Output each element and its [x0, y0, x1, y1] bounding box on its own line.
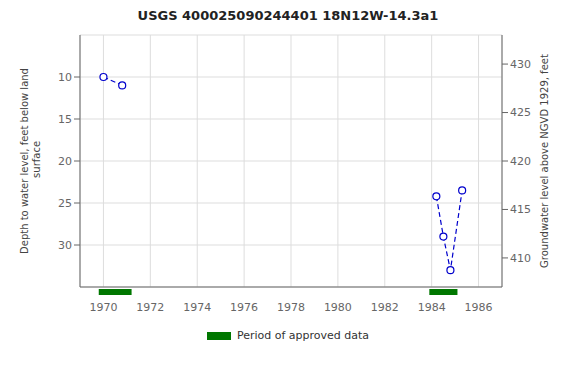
svg-text:1982: 1982 [371, 301, 399, 314]
svg-text:1980: 1980 [324, 301, 352, 314]
svg-text:425: 425 [510, 106, 531, 119]
html-text:Period of approved data: Period of approved data [236, 329, 370, 342]
svg-text:1978: 1978 [277, 301, 305, 314]
svg-text:1974: 1974 [183, 301, 211, 314]
svg-text:10: 10 [58, 71, 72, 84]
svg-text:430: 430 [510, 58, 531, 71]
svg-text:30: 30 [58, 239, 72, 252]
svg-text:Groundwater level above NGVD 1: Groundwater level above NGVD 1929, feet [539, 54, 550, 268]
svg-text:1970: 1970 [89, 301, 117, 314]
svg-text:1984: 1984 [418, 301, 446, 314]
svg-text:420: 420 [510, 155, 531, 168]
svg-text:Depth to water level, feet bel: Depth to water level, feet below land su… [19, 68, 42, 254]
svg-text:25: 25 [58, 197, 72, 210]
svg-text:20: 20 [58, 155, 72, 168]
html-text:USGS 400025090244401 18N12W-14: USGS 400025090244401 18N12W-14.3a1 [137, 8, 439, 23]
svg-text:15: 15 [58, 113, 72, 126]
svg-text:1986: 1986 [465, 301, 493, 314]
svg-text:410: 410 [510, 252, 531, 265]
svg-text:1972: 1972 [136, 301, 164, 314]
svg-text:1976: 1976 [230, 301, 258, 314]
svg-text:415: 415 [510, 203, 531, 216]
